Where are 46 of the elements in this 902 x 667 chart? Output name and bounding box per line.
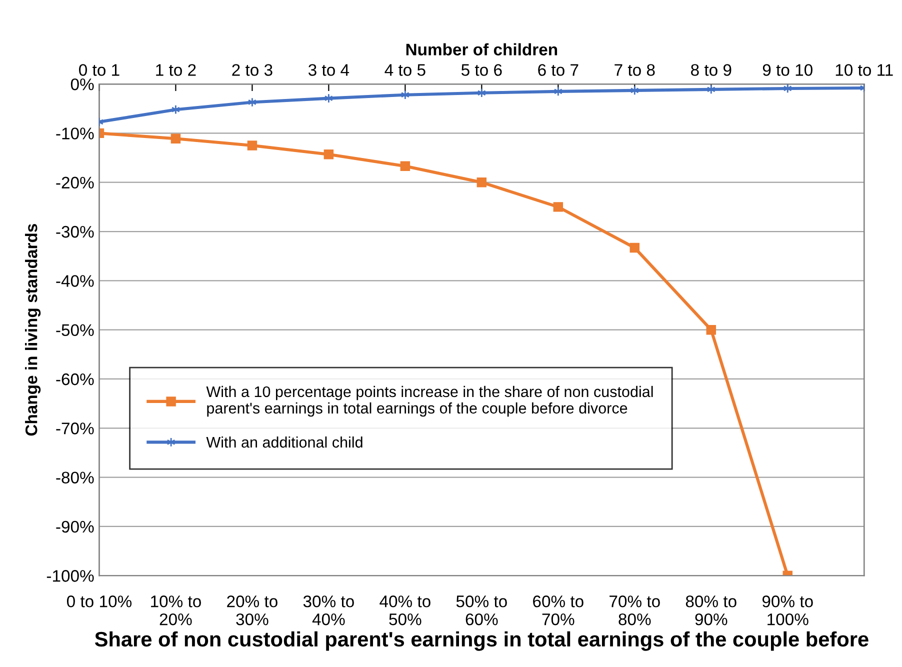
- x-tick-label: 1 to 2: [156, 64, 196, 76]
- legend-label: With an additional child: [206, 436, 362, 448]
- point: [783, 84, 792, 94]
- point: [706, 324, 716, 335]
- point: [630, 242, 640, 253]
- x-tick-label: 7 to 8: [614, 64, 655, 76]
- y-tick-label: 0%: [70, 78, 94, 90]
- x-axis-title: Share of non custodial parent's earnings in total earnings of the couple before: [94, 631, 868, 651]
- y-tick-label: -90%: [56, 520, 94, 533]
- y-tick-label: -30%: [56, 226, 94, 238]
- x-tick-label: 5 to 6: [461, 64, 502, 76]
- x-tick-label: 2 to 3: [232, 64, 272, 76]
- x-tick-label: 80% to 90%: [686, 596, 736, 626]
- x-tick-label: 90% to 100%: [762, 596, 813, 626]
- point: [476, 177, 487, 188]
- point: [553, 202, 564, 212]
- y-tick-label: -100%: [46, 570, 94, 582]
- x-tick-label: 40% to 50%: [380, 596, 430, 626]
- y-tick-label: -50%: [56, 324, 94, 336]
- point: [247, 140, 258, 150]
- x-tick-label: 20% to 30%: [227, 596, 278, 626]
- legend-label: With a 10 percentage points increase in the share of non custodial parent's earnings in total earnings of the couple before divorce: [206, 386, 653, 417]
- y-axis-title: Change in living standards: [25, 224, 41, 436]
- x-tick-label: 4 to 5: [384, 64, 426, 76]
- x-tick-label: 8 to 9: [691, 64, 732, 76]
- x-tick-label: 0 to 10%: [66, 596, 132, 608]
- x-tick-label: 6 to 7: [538, 64, 578, 76]
- y-tick-label: -40%: [56, 275, 94, 287]
- x-tick-label: 70% to 80%: [610, 596, 660, 626]
- y-tick-label: -60%: [56, 373, 94, 386]
- x-tick-label: 10 to 11: [836, 64, 893, 76]
- x-tick-label: 9 to 10: [762, 64, 812, 76]
- point: [400, 161, 410, 171]
- y-tick-label: -10%: [56, 128, 94, 140]
- x-tick-label: 10% to 20%: [151, 596, 201, 626]
- x-tick-label: 30% to 40%: [303, 596, 354, 626]
- x-tick-label: 50% to 60%: [456, 596, 507, 626]
- y-tick-label: -20%: [56, 176, 94, 189]
- x-tick-label: 3 to 4: [308, 64, 350, 76]
- point: [170, 134, 181, 144]
- y-tick-label: -80%: [56, 472, 94, 484]
- x-tick-label: 0 to 1: [79, 64, 120, 76]
- x-axis-title: Number of children: [406, 43, 558, 56]
- point: [324, 149, 334, 160]
- x-tick-label: 60% to 70%: [533, 596, 584, 626]
- y-tick-label: -70%: [56, 422, 94, 434]
